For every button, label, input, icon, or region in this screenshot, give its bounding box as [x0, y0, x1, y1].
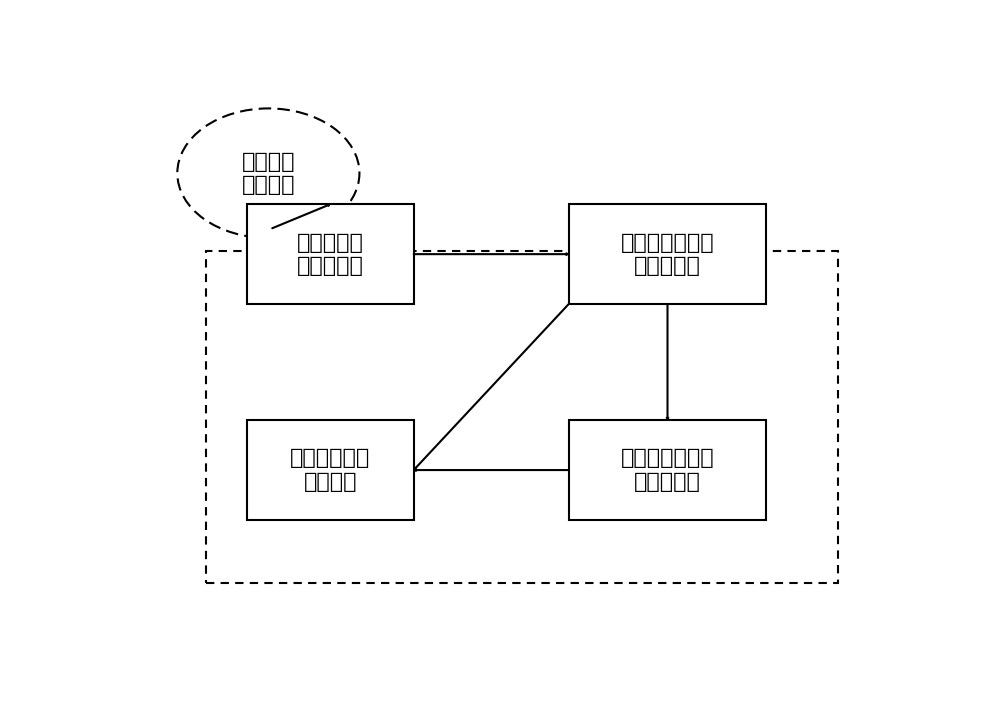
- Text: 危险气源数
据接收模块: 危险气源数 据接收模块: [297, 233, 364, 275]
- Text: 危险气源
监测系统: 危险气源 监测系统: [242, 151, 295, 195]
- FancyBboxPatch shape: [247, 420, 414, 520]
- Text: 巷道窒息危险智
能评价模块: 巷道窒息危险智 能评价模块: [621, 449, 714, 491]
- FancyBboxPatch shape: [247, 204, 414, 304]
- Text: 危险气源语音
报警模块: 危险气源语音 报警模块: [290, 449, 370, 491]
- Text: 危险气源数据传
输处理模块: 危险气源数据传 输处理模块: [621, 233, 714, 275]
- FancyBboxPatch shape: [569, 204, 766, 304]
- Ellipse shape: [177, 109, 359, 238]
- FancyBboxPatch shape: [569, 420, 766, 520]
